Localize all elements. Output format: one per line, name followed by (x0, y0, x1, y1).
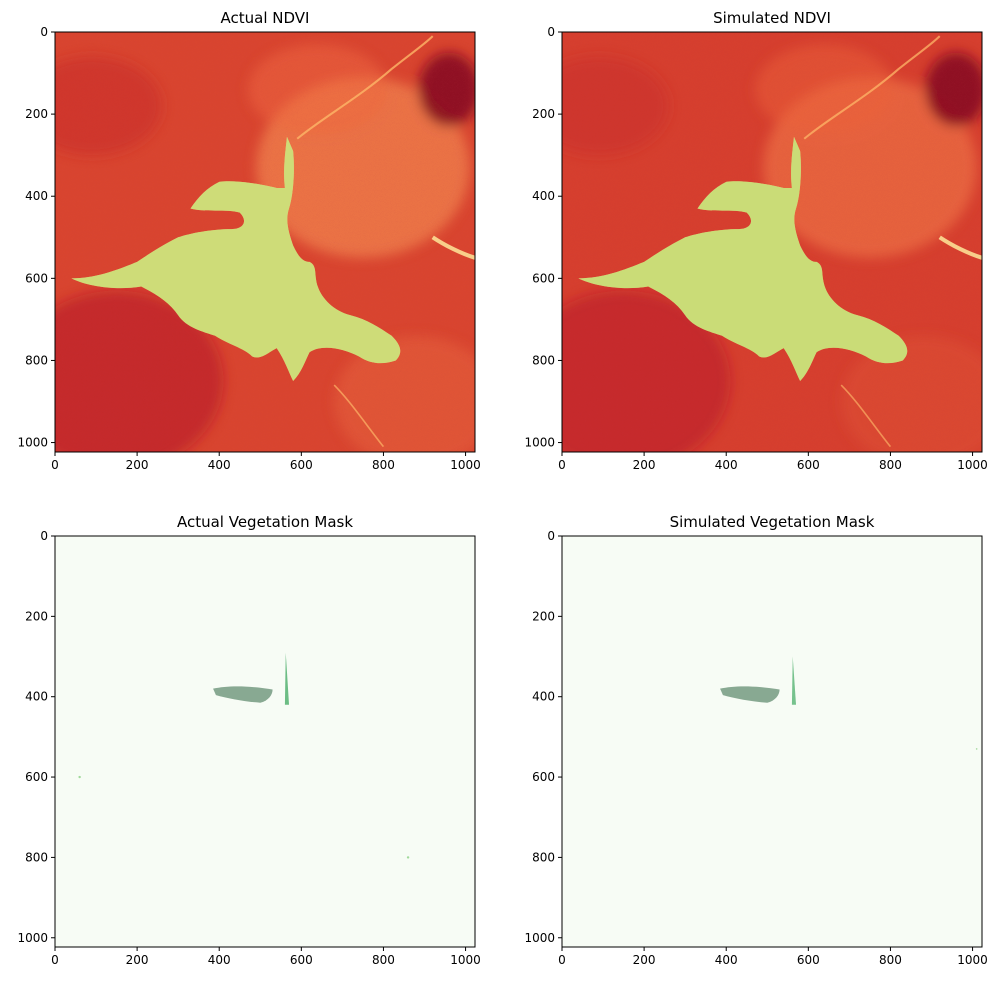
x-tick-label: 400 (715, 458, 738, 472)
axes-frame (561, 535, 983, 948)
y-tick-label: 400 (25, 189, 48, 203)
y-tick-label: 600 (532, 770, 555, 784)
x-tick-label: 800 (879, 458, 902, 472)
x-tick-label: 800 (372, 458, 395, 472)
y-tick-label: 400 (25, 690, 48, 704)
x-tick-label: 0 (558, 458, 566, 472)
x-tick-label: 200 (633, 953, 656, 967)
y-tick-label: 200 (532, 107, 555, 121)
y-tick-label: 0 (40, 529, 48, 543)
x-tick-label: 600 (797, 953, 820, 967)
x-tick-label: 1000 (957, 458, 988, 472)
y-tick-label: 200 (25, 107, 48, 121)
y-tick-label: 200 (25, 609, 48, 623)
x-tick-label: 1000 (450, 458, 481, 472)
x-tick-label: 600 (290, 953, 313, 967)
panel-title: Actual Vegetation Mask (177, 513, 353, 531)
x-tick-label: 0 (558, 953, 566, 967)
x-tick-label: 400 (208, 953, 231, 967)
y-tick-label: 0 (547, 529, 555, 543)
panel-actual-ndvi: Actual NDVI (17, 9, 481, 472)
y-tick-label: 200 (532, 609, 555, 623)
y-axis: 0 200 400 600 800 1000 (17, 529, 55, 945)
x-axis: 0 200 400 600 800 1000 (558, 452, 988, 472)
x-tick-label: 600 (290, 458, 313, 472)
x-axis: 0 200 400 600 800 1000 (51, 947, 481, 967)
y-tick-label: 400 (532, 189, 555, 203)
heatmap-image (55, 32, 475, 452)
y-tick-label: 0 (547, 25, 555, 39)
x-tick-label: 0 (51, 953, 59, 967)
y-tick-label: 600 (532, 271, 555, 285)
panel-title: Simulated Vegetation Mask (670, 513, 875, 531)
x-tick-label: 1000 (450, 953, 481, 967)
x-tick-label: 200 (126, 458, 149, 472)
y-tick-label: 800 (532, 353, 555, 367)
panel-title: Simulated NDVI (713, 9, 831, 27)
y-tick-label: 1000 (524, 931, 555, 945)
y-tick-label: 0 (40, 25, 48, 39)
heatmap-image (55, 536, 475, 947)
y-tick-label: 600 (25, 770, 48, 784)
axes-frame (561, 31, 983, 453)
y-tick-label: 800 (25, 353, 48, 367)
y-tick-label: 1000 (17, 931, 48, 945)
y-tick-label: 1000 (524, 436, 555, 450)
heatmap-image (562, 32, 982, 452)
x-axis: 0 200 400 600 800 1000 (558, 947, 988, 967)
x-tick-label: 200 (126, 953, 149, 967)
panel-simulated-ndvi: Simulated NDVI (524, 9, 988, 472)
panel-title: Actual NDVI (221, 9, 310, 27)
panel-actual-mask: Actual Vegetation Mask 0 200 400 600 800 1000… (17, 513, 480, 967)
y-tick-label: 800 (25, 850, 48, 864)
y-tick-label: 600 (25, 271, 48, 285)
x-tick-label: 400 (715, 953, 738, 967)
y-tick-label: 400 (532, 690, 555, 704)
panel-simulated-mask: Simulated Vegetation Mask 0 200 400 600 800 1… (524, 513, 987, 967)
x-tick-label: 800 (372, 953, 395, 967)
axes-frame (54, 535, 476, 948)
y-axis: 0 200 400 600 800 1000 (524, 25, 562, 450)
x-tick-label: 800 (879, 953, 902, 967)
heatmap-image (562, 536, 982, 947)
x-tick-label: 400 (208, 458, 231, 472)
x-axis: 0 200 400 600 800 1000 (51, 452, 481, 472)
y-axis: 0 200 400 600 800 1000 (524, 529, 562, 945)
y-tick-label: 1000 (17, 436, 48, 450)
y-axis: 0 200 400 600 800 1000 (17, 25, 55, 450)
y-tick-label: 800 (532, 850, 555, 864)
x-tick-label: 1000 (957, 953, 988, 967)
x-tick-label: 200 (633, 458, 656, 472)
axes-frame (54, 31, 476, 453)
x-tick-label: 600 (797, 458, 820, 472)
x-tick-label: 0 (51, 458, 59, 472)
